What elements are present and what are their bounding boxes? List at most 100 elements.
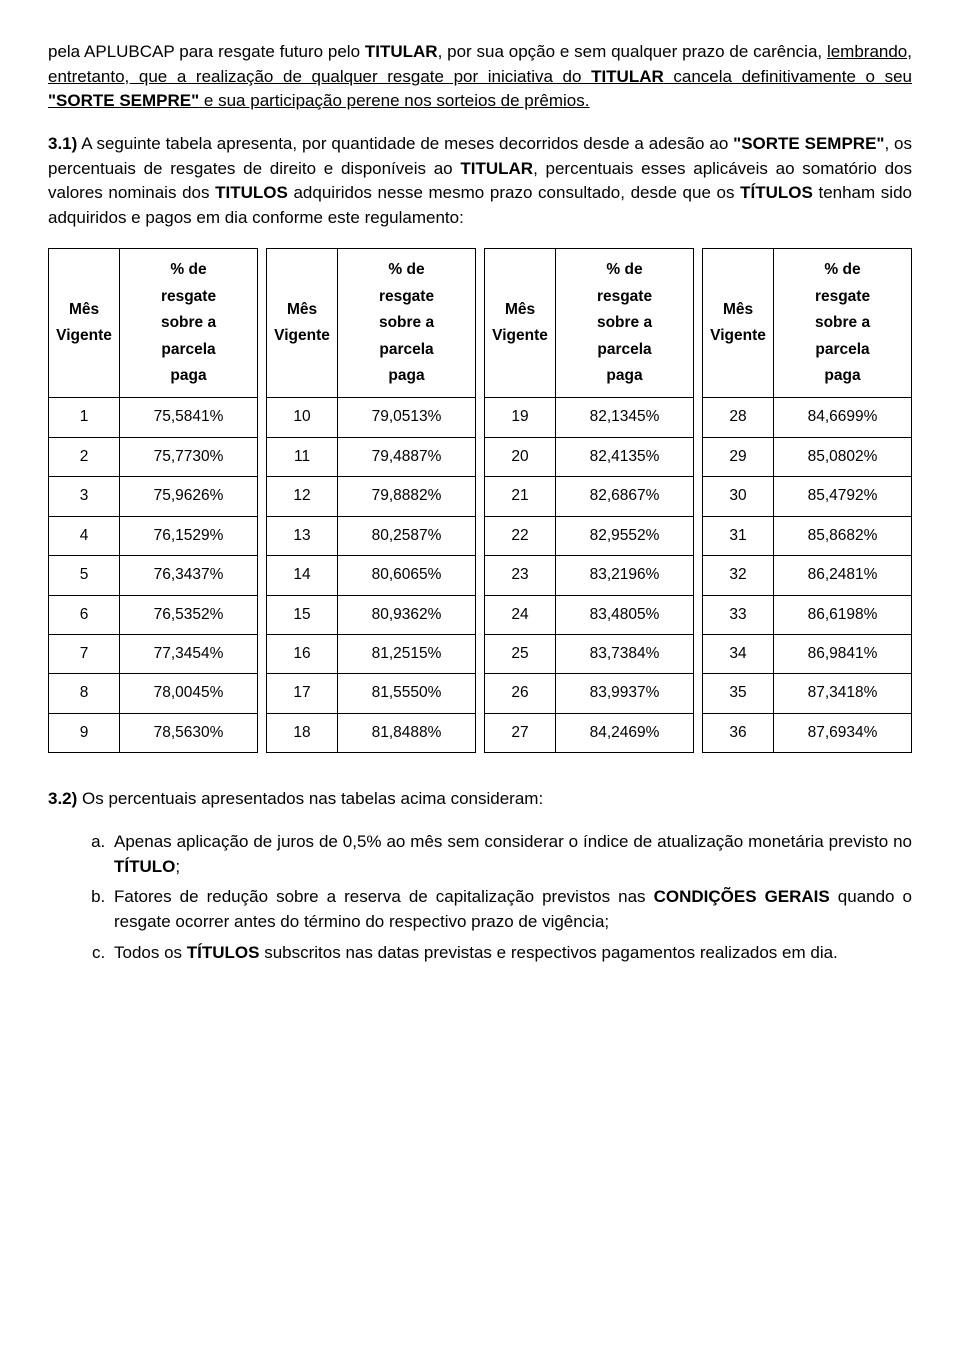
cell-percent: 76,3437%	[120, 556, 258, 595]
table-row: 576,3437%	[49, 556, 258, 595]
cell-mes: 14	[267, 556, 338, 595]
cell-percent: 78,0045%	[120, 674, 258, 713]
cell-percent: 79,8882%	[338, 477, 476, 516]
table-row: 175,5841%	[49, 398, 258, 437]
cell-percent: 82,6867%	[556, 477, 694, 516]
cell-percent: 75,7730%	[120, 437, 258, 476]
table-row: 1179,4887%	[267, 437, 476, 476]
table-row: 2082,4135%	[485, 437, 694, 476]
table-row: 3185,8682%	[703, 516, 912, 555]
cell-percent: 79,4887%	[338, 437, 476, 476]
cell-mes: 33	[703, 595, 774, 634]
cell-percent: 80,9362%	[338, 595, 476, 634]
cell-mes: 19	[485, 398, 556, 437]
cell-percent: 75,5841%	[120, 398, 258, 437]
table-row: 3286,2481%	[703, 556, 912, 595]
cell-percent: 81,5550%	[338, 674, 476, 713]
cell-mes: 26	[485, 674, 556, 713]
cell-percent: 86,9841%	[774, 635, 912, 674]
text: ;	[175, 857, 180, 876]
cell-mes: 13	[267, 516, 338, 555]
cell-percent: 84,6699%	[774, 398, 912, 437]
bold: "SORTE SEMPRE"	[733, 134, 884, 153]
table-row: 275,7730%	[49, 437, 258, 476]
header-percent: % deresgatesobre aparcelapaga	[556, 249, 694, 398]
bold: TITULAR	[365, 42, 438, 61]
list-item: Apenas aplicação de juros de 0,5% ao mês…	[110, 830, 912, 879]
cell-mes: 18	[267, 713, 338, 752]
cell-mes: 11	[267, 437, 338, 476]
underline-text: e sua participação perene nos sorteios d…	[199, 91, 589, 110]
underline-bold: TITULAR	[591, 67, 664, 86]
table-row: 3386,6198%	[703, 595, 912, 634]
cell-mes: 8	[49, 674, 120, 713]
bold: TÍTULO	[114, 857, 175, 876]
cell-mes: 7	[49, 635, 120, 674]
text: Os percentuais apresentados nas tabelas …	[77, 789, 543, 808]
text: adquiridos nesse mesmo prazo consultado,…	[288, 183, 740, 202]
table-row: 2784,2469%	[485, 713, 694, 752]
paragraph-31: 3.1) A seguinte tabela apresenta, por qu…	[48, 132, 912, 231]
table-row: 2884,6699%	[703, 398, 912, 437]
cell-percent: 81,8488%	[338, 713, 476, 752]
cell-percent: 83,9937%	[556, 674, 694, 713]
cell-mes: 20	[485, 437, 556, 476]
cell-percent: 86,6198%	[774, 595, 912, 634]
cell-mes: 22	[485, 516, 556, 555]
text: Apenas aplicação de juros de 0,5% ao mês…	[114, 832, 912, 851]
header-mes: MêsVigente	[267, 249, 338, 398]
cell-percent: 80,6065%	[338, 556, 476, 595]
text: pela APLUBCAP para resgate futuro pelo	[48, 42, 365, 61]
table-row: 2383,2196%	[485, 556, 694, 595]
text: Todos os	[114, 943, 187, 962]
table-row: 777,3454%	[49, 635, 258, 674]
header-percent: % deresgatesobre aparcelapaga	[120, 249, 258, 398]
cell-mes: 35	[703, 674, 774, 713]
cell-mes: 17	[267, 674, 338, 713]
cell-mes: 25	[485, 635, 556, 674]
header-mes: MêsVigente	[485, 249, 556, 398]
table-row: 1079,0513%	[267, 398, 476, 437]
considerations-list: Apenas aplicação de juros de 0,5% ao mês…	[48, 830, 912, 965]
table-row: 2483,4805%	[485, 595, 694, 634]
cell-mes: 15	[267, 595, 338, 634]
cell-mes: 30	[703, 477, 774, 516]
underline-text: cancela definitivamente o seu	[664, 67, 912, 86]
cell-mes: 32	[703, 556, 774, 595]
table-row: 2182,6867%	[485, 477, 694, 516]
table-row: 676,5352%	[49, 595, 258, 634]
cell-mes: 29	[703, 437, 774, 476]
cell-percent: 82,4135%	[556, 437, 694, 476]
table-row: 1480,6065%	[267, 556, 476, 595]
cell-mes: 5	[49, 556, 120, 595]
table-row: 2985,0802%	[703, 437, 912, 476]
cell-percent: 86,2481%	[774, 556, 912, 595]
cell-percent: 76,1529%	[120, 516, 258, 555]
table-row: 1580,9362%	[267, 595, 476, 634]
cell-mes: 3	[49, 477, 120, 516]
cell-mes: 1	[49, 398, 120, 437]
paragraph-intro: pela APLUBCAP para resgate futuro pelo T…	[48, 40, 912, 114]
bold: TITULOS	[215, 183, 288, 202]
bold: TÍTULOS	[740, 183, 813, 202]
redemption-table: MêsVigente% deresgatesobre aparcelapaga1…	[48, 248, 258, 753]
cell-mes: 21	[485, 477, 556, 516]
cell-percent: 83,4805%	[556, 595, 694, 634]
cell-mes: 31	[703, 516, 774, 555]
cell-mes: 4	[49, 516, 120, 555]
bold: CONDIÇÕES GERAIS	[654, 887, 830, 906]
header-mes: MêsVigente	[703, 249, 774, 398]
text: , por sua opção e sem qualquer prazo de …	[438, 42, 827, 61]
header-percent: % deresgatesobre aparcelapaga	[774, 249, 912, 398]
cell-percent: 75,9626%	[120, 477, 258, 516]
cell-percent: 84,2469%	[556, 713, 694, 752]
redemption-table: MêsVigente% deresgatesobre aparcelapaga1…	[266, 248, 476, 753]
cell-percent: 82,9552%	[556, 516, 694, 555]
cell-mes: 10	[267, 398, 338, 437]
cell-mes: 27	[485, 713, 556, 752]
cell-percent: 85,4792%	[774, 477, 912, 516]
redemption-table: MêsVigente% deresgatesobre aparcelapaga2…	[702, 248, 912, 753]
section-num: 3.1)	[48, 134, 77, 153]
text: A seguinte tabela apresenta, por quantid…	[77, 134, 733, 153]
table-row: 2282,9552%	[485, 516, 694, 555]
